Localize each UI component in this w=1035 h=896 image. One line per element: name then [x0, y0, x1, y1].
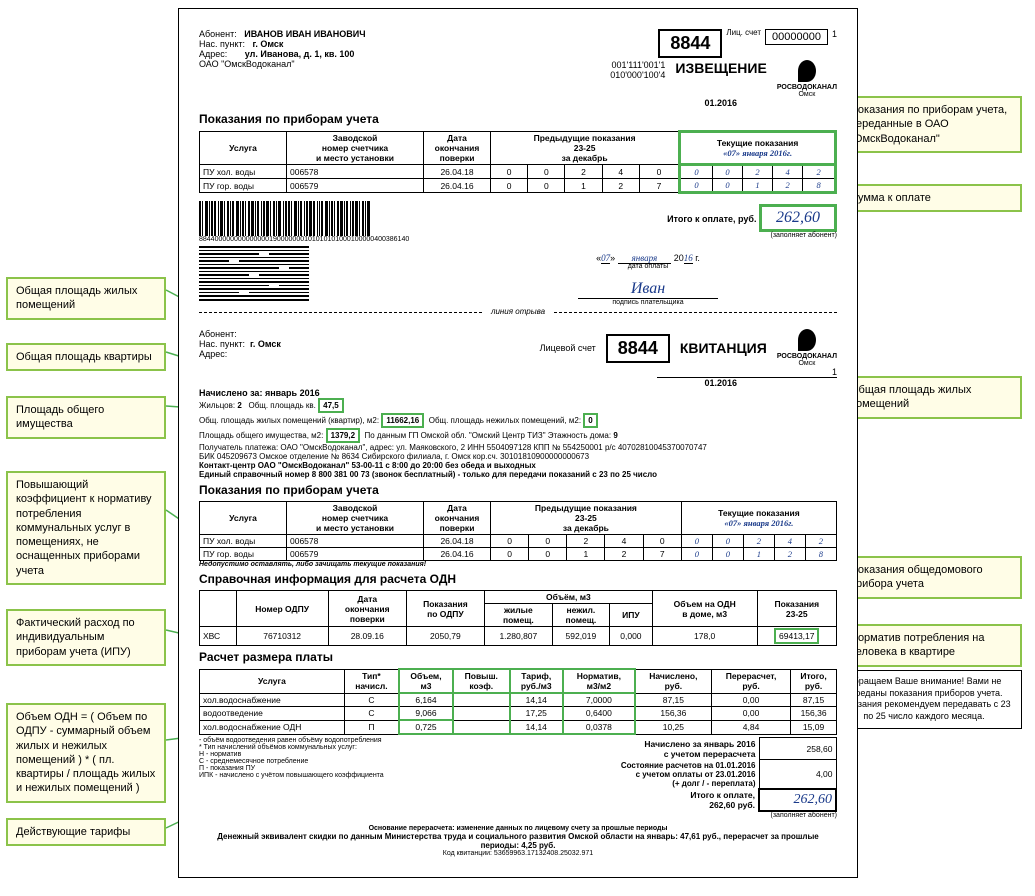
odn-table: Номер ОДПУ Дата окончания поверки Показа…	[199, 590, 837, 646]
codes: 001'111'001'1 010'000'100'4	[610, 60, 665, 80]
meter-table: Услуга Заводской номер счетчика и место …	[199, 130, 837, 194]
callout-coeff: Повышающий коэффициент к нормативу потре…	[6, 471, 166, 585]
h-service: Услуга	[200, 132, 287, 165]
barcode-2d	[199, 246, 309, 301]
one: 1	[832, 29, 837, 39]
callout-area-flat: Общая площадь квартиры	[6, 343, 166, 371]
callout-ipu: Фактический расход по индивидуальным при…	[6, 609, 166, 666]
account-num: 8844	[658, 29, 722, 58]
callout-meter-house: Показания общедомового прибора учета	[840, 556, 1022, 599]
total-label: Итого к оплате, руб.	[667, 214, 756, 224]
adres: ул. Иванова, д. 1, кв. 100	[245, 49, 355, 59]
sign-label: подпись плательщика	[459, 299, 837, 306]
area-living: 11662,16	[381, 413, 424, 428]
calc-title: Расчет размера платы	[199, 650, 837, 664]
meter-row-1: ПУ хол. воды 006578 26.04.18 00240 00242	[200, 165, 836, 179]
area-flat: 47,5	[318, 398, 344, 413]
n2: 006579	[287, 179, 424, 193]
callout-area-living-r: Общая площадь жилых помещений	[840, 376, 1022, 419]
total-final: 262,60	[794, 792, 833, 807]
brand: РОСВОДОКАНАЛ	[777, 84, 837, 91]
d2: 26.04.16	[424, 179, 491, 193]
calc-table: Услуга Тип* начисл. Объем, м3 Повыш. коэ…	[199, 668, 837, 735]
account-num-2: 8844	[606, 334, 670, 363]
abonent-label: Абонент:	[199, 29, 237, 39]
odn-pokazaniya: 69413,17	[774, 628, 819, 644]
callout-norm: Норматив потребления на человека в кварт…	[840, 624, 1022, 667]
meter-table-2: Услуга Заводской номер счетчика и место …	[199, 501, 837, 561]
footer-1: Основание перерасчета: изменение данных …	[199, 825, 837, 832]
period: 01.2016	[610, 98, 737, 108]
warn: Недопустимо оставлять, либо зачищать тек…	[199, 561, 837, 568]
odn-title: Справочная информация для расчета ОДН	[199, 572, 837, 586]
punkt-label: Нас. пункт:	[199, 39, 245, 49]
doc-type: ИЗВЕЩЕНИЕ	[675, 60, 766, 76]
h-prev: Предыдущие показания 23-25 за декабрь	[491, 132, 680, 165]
callout-odn-formula: Объем ОДН = ( Объем по ОДПУ - суммарный …	[6, 703, 166, 803]
adres-label: Адрес:	[199, 49, 227, 59]
drop-icon-2	[798, 329, 816, 351]
fill-note: (заполняет абонент)	[459, 232, 837, 239]
abonent-name: ИВАНОВ ИВАН ИВАНОВИЧ	[244, 29, 365, 39]
org: ОАО "ОмскВодоканал"	[199, 59, 519, 69]
h-factory: Заводской номер счетчика и место установ…	[287, 132, 424, 165]
callout-sum: Сумма к оплате	[840, 184, 1022, 212]
zero-code: 00000000	[765, 29, 828, 45]
calc-notes: - объём водоотведения равен объёму водоп…	[199, 737, 459, 819]
d1: 26.04.18	[424, 165, 491, 179]
brand-city: Омск	[777, 91, 837, 98]
area-common: 1379,2	[326, 428, 360, 443]
acct-label: Лиц. счет	[726, 29, 761, 37]
n1: 006578	[287, 165, 424, 179]
h-date: Дата окончания поверки	[424, 132, 491, 165]
callout-readings: Показания по приборам учета, переданные …	[840, 96, 1022, 153]
document: Абонент: ИВАНОВ ИВАН ИВАНОВИЧ Нас. пункт…	[178, 8, 858, 878]
meter-title-2: Показания по приборам учета	[199, 483, 837, 497]
hand-date: «07» января 2016г.	[723, 148, 792, 158]
footer-3: Код квитанции: 53659963.17132408.25032.9…	[199, 850, 837, 857]
meter-title: Показания по приборам учета	[199, 112, 837, 126]
barcode-1d: 8844000000000000001900000001010101010001…	[199, 201, 449, 243]
meter-row-2: ПУ гор. воды 006579 26.04.16 00127 00128	[200, 179, 836, 193]
s2: ПУ гор. воды	[200, 179, 287, 193]
pay-y: 16	[684, 253, 693, 264]
total-value: 262,60	[776, 209, 820, 226]
barcode-number: 8844000000000000001900000001010101010001…	[199, 236, 449, 243]
s1: ПУ хол. воды	[200, 165, 287, 179]
tear-line: линия отрыва	[199, 312, 837, 323]
pay-d: 07	[601, 253, 610, 264]
punkt: г. Омск	[253, 39, 284, 49]
licevoy-l: Лицевой счет	[540, 343, 596, 353]
callout-tariffs: Действующие тарифы	[6, 818, 166, 846]
area-nonliving: 0	[583, 413, 597, 428]
h-curr: Текущие показания	[717, 138, 799, 148]
callout-area-living: Общая площадь жилых помещений	[6, 277, 166, 320]
pay-date-sub: дата оплаты	[459, 263, 837, 270]
bill-period: Начислено за: январь 2016	[199, 388, 837, 398]
doc-type-2: КВИТАНЦИЯ	[680, 340, 767, 356]
footer-2: Денежный эквивалент скидки по данным Мин…	[199, 832, 837, 850]
callout-area-common: Площадь общего имущества	[6, 396, 166, 439]
drop-icon	[798, 60, 816, 82]
